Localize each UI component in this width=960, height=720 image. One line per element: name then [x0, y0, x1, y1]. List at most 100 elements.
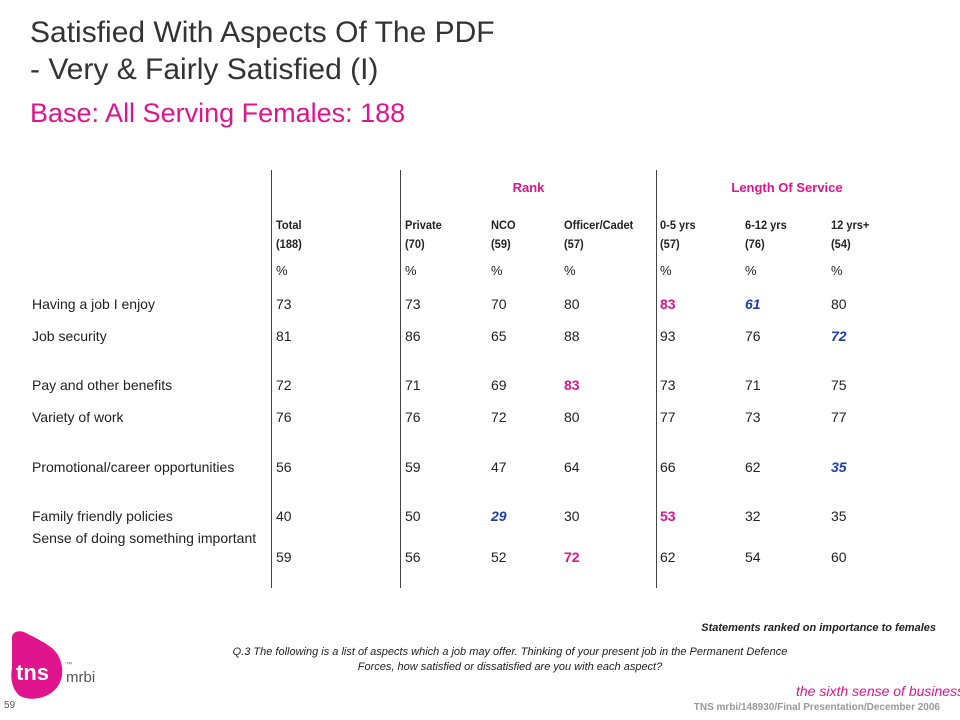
table-cell: 56 — [405, 549, 421, 565]
column-header: Officer/Cadet (57) — [564, 216, 633, 254]
column-unit: % — [564, 263, 576, 278]
table-cell: 62 — [745, 459, 761, 475]
column-base: (188) — [276, 237, 302, 251]
column-unit: % — [405, 263, 417, 278]
base-subtitle: Base: All Serving Females: 188 — [30, 98, 406, 128]
table-cell: 86 — [405, 328, 421, 344]
table-cell: 93 — [660, 328, 676, 344]
column-header: Total (188) — [276, 216, 302, 254]
question-text: Q.3 The following is a list of aspects w… — [232, 646, 788, 673]
table-cell: 35 — [831, 508, 847, 524]
divider-left — [271, 170, 272, 588]
table-cell: 53 — [660, 508, 676, 524]
column-header: 0-5 yrs (57) — [660, 216, 696, 254]
title-line-1: Satisfied With Aspects Of The PDF — [30, 16, 495, 49]
group-header-rank: Rank — [512, 180, 545, 195]
table-cell: 80 — [564, 409, 580, 425]
column-base: (57) — [564, 237, 584, 251]
page-number: 59 — [4, 700, 16, 711]
table-cell: 61 — [745, 296, 761, 312]
column-header: NCO (59) — [491, 216, 516, 254]
table-cell: 77 — [660, 409, 676, 425]
table-cell: 72 — [491, 409, 507, 425]
row-label: Sense of doing something important — [32, 530, 257, 546]
row-label: Family friendly policies — [32, 508, 173, 524]
logo-text: tns — [16, 660, 49, 685]
table-cell: 29 — [491, 508, 507, 524]
column-unit: % — [660, 263, 672, 278]
table-cell: 72 — [564, 549, 580, 565]
footer-reference: TNS mrbi/148930/Final Presentation/Decem… — [693, 702, 940, 713]
table-cell: 73 — [276, 296, 292, 312]
column-base: (70) — [405, 237, 425, 251]
table-cell: 76 — [745, 328, 761, 344]
table-cell: 35 — [831, 459, 847, 475]
table-cell: 64 — [564, 459, 580, 475]
table-cell: 88 — [564, 328, 580, 344]
column-unit: % — [276, 263, 288, 278]
column-header: 6-12 yrs (76) — [745, 216, 787, 254]
column-label: Total — [276, 218, 302, 232]
table-cell: 70 — [491, 296, 507, 312]
row-label: Having a job I enjoy — [32, 296, 155, 312]
table-cell: 77 — [831, 409, 847, 425]
table-cell: 40 — [276, 508, 292, 524]
column-label: NCO — [491, 218, 516, 232]
column-label: Officer/Cadet — [564, 218, 634, 232]
table-cell: 50 — [405, 508, 421, 524]
table-cell: 59 — [405, 459, 421, 475]
row-label: Pay and other benefits — [32, 377, 173, 393]
table-cell: 73 — [745, 409, 761, 425]
column-header: 12 yrs+ (54) — [831, 216, 869, 254]
table-cell: 72 — [831, 328, 847, 344]
ranked-note: Statements ranked on importance to femal… — [701, 622, 936, 634]
group-header-service: Length Of Service — [731, 180, 843, 195]
table-cell: 72 — [276, 377, 292, 393]
table-cell: 47 — [491, 459, 507, 475]
divider-service — [656, 170, 657, 588]
table-cell: 66 — [660, 459, 676, 475]
table-cell: 56 — [276, 459, 292, 475]
column-base: (54) — [831, 237, 851, 251]
column-unit: % — [831, 263, 843, 278]
table-cell: 30 — [564, 508, 580, 524]
logo-subtext: mrbi — [66, 669, 95, 686]
table-cell: 54 — [745, 549, 761, 565]
table-cell: 76 — [276, 409, 292, 425]
row-label: Job security — [32, 328, 107, 344]
column-label: 6-12 yrs — [745, 218, 787, 232]
table-cell: 52 — [491, 549, 507, 565]
column-label: Private — [405, 218, 442, 232]
table-cell: 59 — [276, 549, 292, 565]
column-label: 0-5 yrs — [660, 218, 696, 232]
table-cell: 73 — [660, 377, 676, 393]
row-label: Promotional/career opportunities — [32, 459, 235, 475]
table-cell: 80 — [564, 296, 580, 312]
column-base: (59) — [491, 237, 511, 251]
tagline-text: the sixth sense of business — [796, 683, 960, 699]
column-base: (76) — [745, 237, 765, 251]
tns-logo: tns ™ mrbi — [11, 631, 95, 699]
divider-rank — [400, 170, 401, 588]
table-cell: 73 — [405, 296, 421, 312]
title-line-2: - Very & Fairly Satisfied (I) — [30, 53, 379, 86]
column-unit: % — [745, 263, 757, 278]
table-cell: 65 — [491, 328, 507, 344]
table-cell: 69 — [491, 377, 507, 393]
logo-trademark: ™ — [66, 661, 72, 668]
table-cell: 76 — [405, 409, 421, 425]
table-cell: 32 — [745, 508, 761, 524]
page-title: Satisfied With Aspects Of The PDF - Very… — [30, 14, 910, 88]
column-header: Private (70) — [405, 216, 442, 254]
column-base: (57) — [660, 237, 680, 251]
table-cell: 71 — [405, 377, 421, 393]
table-cell: 60 — [831, 549, 847, 565]
table-cell: 83 — [564, 377, 580, 393]
row-label: Variety of work — [32, 409, 124, 425]
logo-swoosh — [11, 631, 63, 699]
column-label: 12 yrs+ — [831, 218, 870, 232]
table-cell: 80 — [831, 296, 847, 312]
table-cell: 83 — [660, 296, 676, 312]
table-cell: 71 — [745, 377, 761, 393]
table-cell: 81 — [276, 328, 292, 344]
